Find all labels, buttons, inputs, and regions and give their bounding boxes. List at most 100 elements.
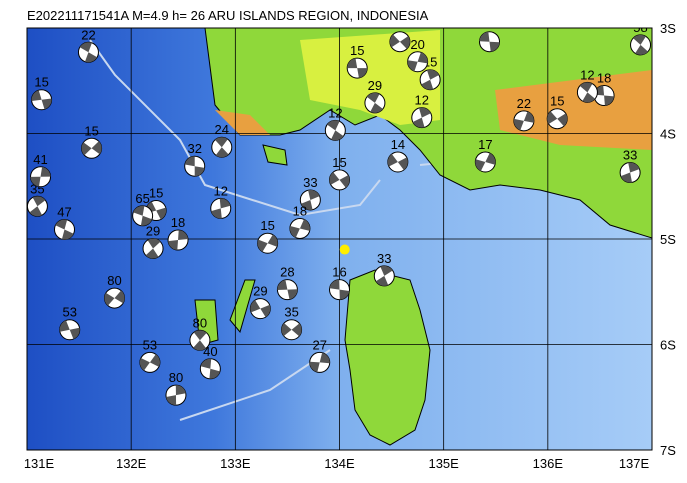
- focal-mechanism: [77, 41, 99, 63]
- depth-label: 15: [149, 186, 163, 201]
- focal-mechanism: [54, 219, 75, 241]
- depth-label: 12: [214, 183, 228, 198]
- beachball-quadrant: [289, 219, 310, 238]
- beachball-quadrant: [145, 238, 161, 259]
- focal-mechanism: [276, 279, 298, 301]
- focal-mechanism: [411, 107, 433, 129]
- depth-label: 15: [84, 123, 98, 138]
- depth-label: 16: [332, 265, 346, 280]
- beachball-quadrant: [309, 352, 330, 373]
- beachball-quadrant: [281, 323, 302, 337]
- beachball-quadrant: [30, 166, 51, 187]
- depth-label: 33: [377, 251, 391, 266]
- focal-mechanism: [329, 279, 350, 301]
- focal-mechanism: [299, 189, 321, 211]
- depth-label: 80: [193, 315, 207, 330]
- lon-label: 137E: [619, 456, 650, 471]
- focal-mechanism: [309, 351, 331, 373]
- depth-label: 53: [62, 305, 76, 320]
- lon-label: 133E: [220, 456, 251, 471]
- focal-mechanism: [257, 232, 279, 254]
- focal-mechanism: [104, 287, 125, 309]
- focal-mechanism: [364, 92, 386, 114]
- depth-label: 47: [57, 205, 71, 220]
- depth-label: 18: [171, 215, 185, 230]
- beachball-quadrant: [479, 31, 500, 52]
- beachball-quadrant: [277, 279, 298, 300]
- focal-mechanism: [167, 229, 189, 251]
- depth-label: 22: [517, 96, 531, 111]
- beachball-quadrant: [104, 290, 125, 306]
- focal-mechanism: [199, 358, 221, 380]
- beachball-quadrant: [412, 107, 431, 128]
- lat-label: 5S: [660, 232, 676, 247]
- depth-label: 33: [623, 148, 637, 163]
- focal-mechanism: [389, 31, 411, 53]
- beachball-quadrant: [55, 219, 74, 240]
- focal-mechanism: [289, 217, 311, 239]
- depth-label: 18: [597, 71, 611, 86]
- beachball-quadrant: [79, 42, 98, 63]
- beachball-quadrant: [513, 111, 534, 131]
- beachball-quadrant: [31, 90, 52, 110]
- lat-label: 7S: [660, 443, 676, 458]
- beachball-quadrant: [329, 172, 350, 188]
- depth-label: 58: [633, 20, 647, 35]
- focal-mechanism: [59, 319, 81, 341]
- focal-mechanism: [30, 166, 52, 188]
- focal-mechanism: [329, 169, 350, 191]
- beachball-quadrant: [146, 201, 167, 220]
- depth-label: 12: [580, 67, 594, 82]
- depth-label: 27: [312, 337, 326, 352]
- depth-label: 65: [135, 191, 149, 206]
- focal-mechanism: [407, 51, 429, 73]
- depth-label: 80: [169, 370, 183, 385]
- focal-mechanism: [474, 151, 496, 173]
- beachball-quadrant: [329, 279, 350, 300]
- focal-mechanism: [132, 205, 154, 227]
- focal-mechanism: [546, 108, 568, 130]
- beachball-quadrant: [29, 196, 46, 217]
- island: [262, 144, 288, 166]
- focal-mechanism: [81, 137, 103, 159]
- lon-label: 135E: [428, 456, 459, 471]
- focal-mechanism: [419, 69, 441, 91]
- depth-label: 41: [33, 152, 47, 167]
- depth-label: 15: [34, 75, 48, 90]
- lon-label: 136E: [533, 456, 564, 471]
- epicenter: [339, 244, 350, 255]
- focal-mechanism: [630, 34, 652, 56]
- focal-mechanism: [139, 351, 161, 373]
- depth-label: 26: [482, 17, 496, 32]
- depth-label: 53: [143, 337, 157, 352]
- focal-mechanism: [281, 319, 303, 341]
- depth-label: 12: [328, 105, 342, 120]
- focal-mechanism: [31, 89, 53, 111]
- depth-label: 15: [260, 218, 274, 233]
- focal-mechanism: [324, 119, 346, 141]
- kai-island: [229, 279, 256, 334]
- depth-label: 12: [415, 93, 429, 108]
- focal-mechanism: [373, 265, 395, 287]
- beachball-quadrant: [633, 34, 648, 55]
- focal-mechanism: [619, 162, 641, 184]
- depth-label: 15: [332, 155, 346, 170]
- grid: [27, 28, 652, 450]
- beachball-quadrant: [250, 300, 271, 318]
- beachball-quadrant: [375, 265, 393, 286]
- beachball-quadrant: [59, 320, 80, 339]
- lon-label: 134E: [324, 456, 355, 471]
- beachball-quadrant: [327, 120, 344, 141]
- lat-label: 4S: [660, 127, 676, 142]
- focal-mechanism: [210, 197, 232, 219]
- beachball-quadrant: [200, 358, 220, 379]
- depth-label: 15: [350, 43, 364, 58]
- depth-label: 29: [253, 284, 267, 299]
- beachball-quadrant: [407, 52, 428, 72]
- depth-label: 32: [187, 141, 201, 156]
- depth-label: 20: [410, 37, 424, 52]
- beachball-quadrant: [184, 156, 205, 177]
